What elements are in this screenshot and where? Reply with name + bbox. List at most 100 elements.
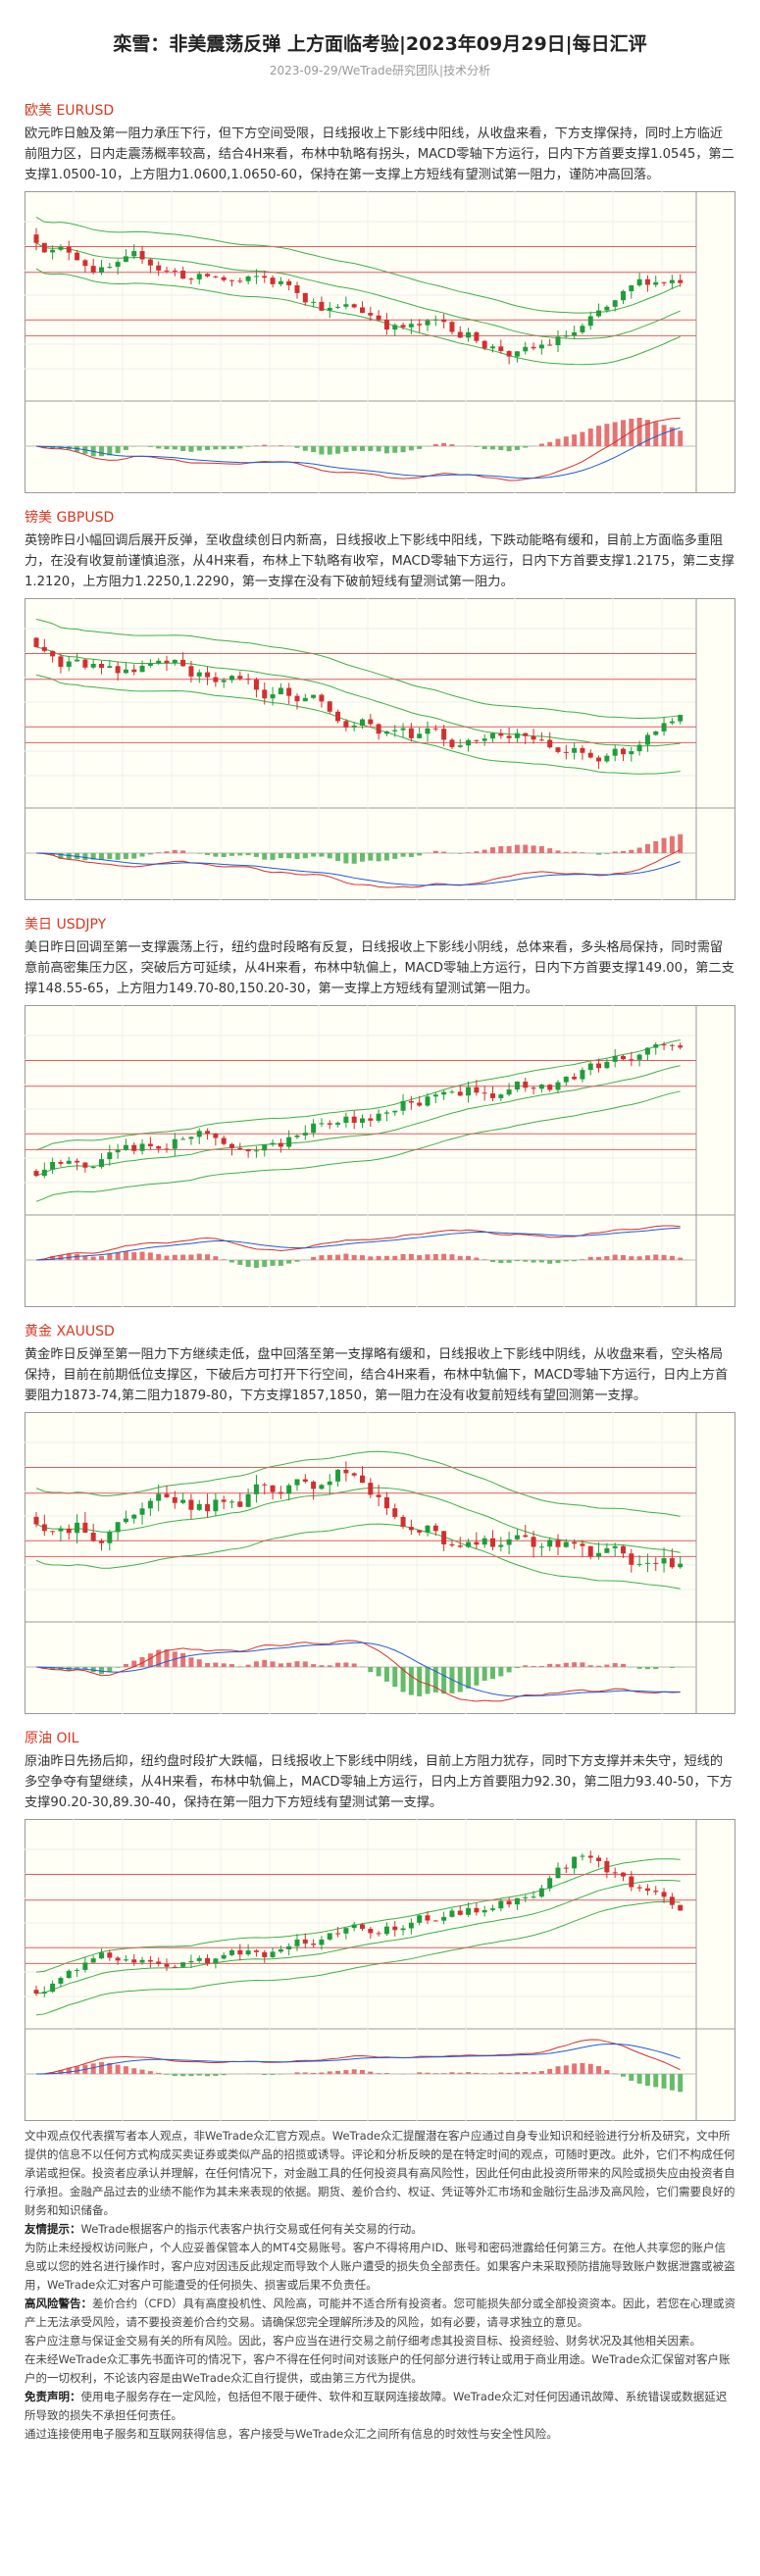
candle-body-decor [376, 315, 381, 321]
candle-body-decor [286, 280, 292, 285]
candle-body-decor [514, 351, 520, 357]
candle-body-decor [196, 1131, 202, 1137]
histogram-decor [523, 1260, 529, 1262]
band-decor [35, 1858, 681, 1973]
candle-body-decor [587, 752, 593, 758]
histogram-decor [319, 2072, 325, 2074]
candle-body-decor [205, 672, 211, 678]
histogram-decor [213, 853, 219, 857]
candle-body-decor [253, 1950, 259, 1952]
candle-body-decor [360, 307, 365, 314]
candle-body-decor [596, 310, 602, 317]
histogram-decor [612, 2073, 618, 2074]
histogram-decor [262, 853, 268, 860]
histogram-decor [538, 1260, 544, 1263]
histogram-decor [506, 845, 512, 853]
histogram-decor [392, 1255, 398, 1260]
histogram-decor [147, 446, 153, 447]
candle-body-decor [466, 739, 472, 746]
candle-body-decor [41, 1169, 47, 1177]
histogram-decor [596, 1256, 602, 1260]
candle-body-decor [441, 319, 447, 323]
histogram-decor [262, 2074, 268, 2076]
candle-body-decor [514, 1082, 520, 1090]
candle-body-decor [196, 1957, 202, 1961]
histogram-decor [131, 1660, 137, 1667]
candle-body-decor [172, 1966, 177, 1968]
candle-body-decor [164, 1963, 170, 1967]
candle-body-decor [221, 1137, 227, 1144]
candle-body-decor [66, 661, 72, 667]
histogram-decor [164, 446, 170, 450]
histogram-decor [343, 1662, 349, 1667]
disclaimer-text: 客户应注意与保证金交易有关的所有风险。因此，客户应当在进行交易之前仔细考虑其投资… [25, 2334, 701, 2348]
histogram-decor [75, 1667, 80, 1669]
candle-body-decor [596, 757, 602, 762]
histogram-decor [547, 2068, 553, 2074]
candle-body-decor [351, 725, 357, 728]
candle-body-decor [90, 664, 96, 668]
candle-body-decor [392, 1926, 398, 1931]
candle-body-decor [58, 1528, 64, 1532]
candle-body-decor [376, 1113, 381, 1121]
candle-body-decor [147, 663, 153, 666]
histogram-decor [278, 1260, 283, 1266]
candle-body-decor [612, 748, 618, 756]
candle-body-decor [75, 252, 80, 261]
histogram-decor [555, 1260, 561, 1263]
candle-body-decor [481, 340, 487, 349]
candle-body-decor [205, 1957, 211, 1964]
candle-body-decor [383, 1926, 389, 1935]
candle-body-decor [90, 266, 96, 273]
candle-body-decor [466, 1541, 472, 1547]
candle-body-decor [66, 246, 72, 253]
histogram-decor [360, 446, 365, 451]
histogram-decor [188, 1254, 194, 1260]
candle-body-decor [237, 1147, 243, 1150]
candle-body-decor [661, 1044, 667, 1046]
histogram-decor [408, 1253, 414, 1260]
histogram-decor [172, 849, 177, 853]
candle-body-decor [644, 734, 650, 745]
histogram-decor [432, 850, 438, 853]
candle-body-decor [180, 659, 186, 667]
candle-body-decor [343, 1469, 349, 1474]
histogram-decor [563, 436, 569, 446]
histogram-decor [587, 1665, 593, 1667]
histogram-decor [75, 2066, 80, 2074]
histogram-decor [343, 2070, 349, 2074]
candle-body-decor [669, 279, 675, 283]
histogram-decor [368, 1667, 374, 1673]
section-body: 英镑昨日小幅回调后展开反弹，至收盘续创日内新高，日线报收上下影线中阳线，下跌动能… [25, 533, 735, 589]
candle-body-decor [107, 1952, 113, 1958]
candle-body-decor [432, 319, 438, 321]
histogram-decor [368, 2071, 374, 2074]
histogram-decor [213, 1662, 219, 1667]
histogram-decor [294, 2072, 300, 2074]
histogram-decor [580, 852, 585, 853]
disclaimer-paragraph: 通过连接使用电子服务和互联网获得信息，客户接受与WeTrade众汇之间所有信息的… [25, 2425, 735, 2444]
candle-body-decor [253, 1150, 259, 1152]
candle-body-decor [408, 1527, 414, 1531]
candle-body-decor [278, 687, 283, 695]
histogram-decor [270, 2074, 276, 2075]
candle-body-decor [417, 1102, 423, 1106]
candle-body-decor [75, 1969, 80, 1971]
histogram-decor [319, 446, 325, 455]
histogram-decor [563, 851, 569, 853]
histogram-decor [253, 853, 259, 857]
candle-body-decor [229, 1949, 234, 1955]
candle-body-decor [678, 279, 684, 283]
disclaimer-text: 文中观点仅代表撰写者本人观点，非WeTrade众汇官方观点。WeTrade众汇提… [25, 2129, 735, 2217]
histogram-decor [457, 2072, 463, 2074]
candle-body-decor [644, 1888, 650, 1892]
histogram-decor [547, 848, 553, 853]
candle-body-decor [498, 1900, 504, 1909]
histogram-decor [547, 441, 553, 446]
histogram-decor [229, 1664, 234, 1667]
candle-body-decor [351, 1924, 357, 1929]
candle-body-decor [587, 316, 593, 327]
candle-body-decor [66, 1528, 72, 1534]
candle-body-decor [262, 276, 268, 278]
